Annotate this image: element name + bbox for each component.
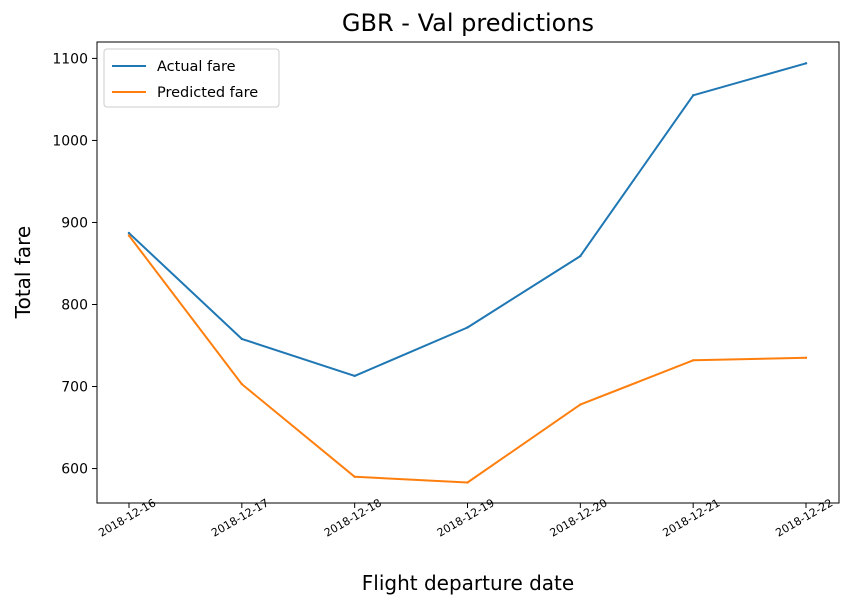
- data-point: [353, 475, 356, 478]
- series-layer: [127, 62, 808, 484]
- data-point: [353, 374, 356, 378]
- y-tick-label: 600: [61, 462, 88, 478]
- data-point: [804, 62, 808, 65]
- legend-label: Actual fare: [157, 59, 236, 75]
- y-tick-label: 800: [61, 297, 88, 313]
- chart-title: GBR - Val predictions: [342, 9, 594, 37]
- y-axis-label: Total fare: [11, 226, 35, 319]
- y-tick-label: 900: [61, 215, 88, 231]
- data-point: [691, 359, 695, 362]
- y-tick-label: 1000: [52, 133, 88, 149]
- data-point: [804, 356, 808, 360]
- x-axis-label: Flight departure date: [362, 571, 574, 595]
- legend-box: [103, 48, 280, 108]
- data-point: [240, 382, 244, 386]
- data-point: [691, 94, 695, 97]
- data-point: [127, 231, 131, 235]
- plot-frame: [96, 41, 840, 504]
- data-point: [466, 481, 469, 484]
- data-point: [127, 234, 131, 237]
- legend-label: Predicted fare: [157, 85, 258, 101]
- data-point: [579, 403, 582, 406]
- data-point: [466, 326, 469, 329]
- y-tick-label: 1100: [52, 51, 88, 67]
- data-point: [240, 337, 244, 341]
- data-point: [579, 254, 582, 258]
- y-tick-label: 700: [61, 380, 88, 396]
- legend: Actual fare Predicted fare: [103, 48, 280, 108]
